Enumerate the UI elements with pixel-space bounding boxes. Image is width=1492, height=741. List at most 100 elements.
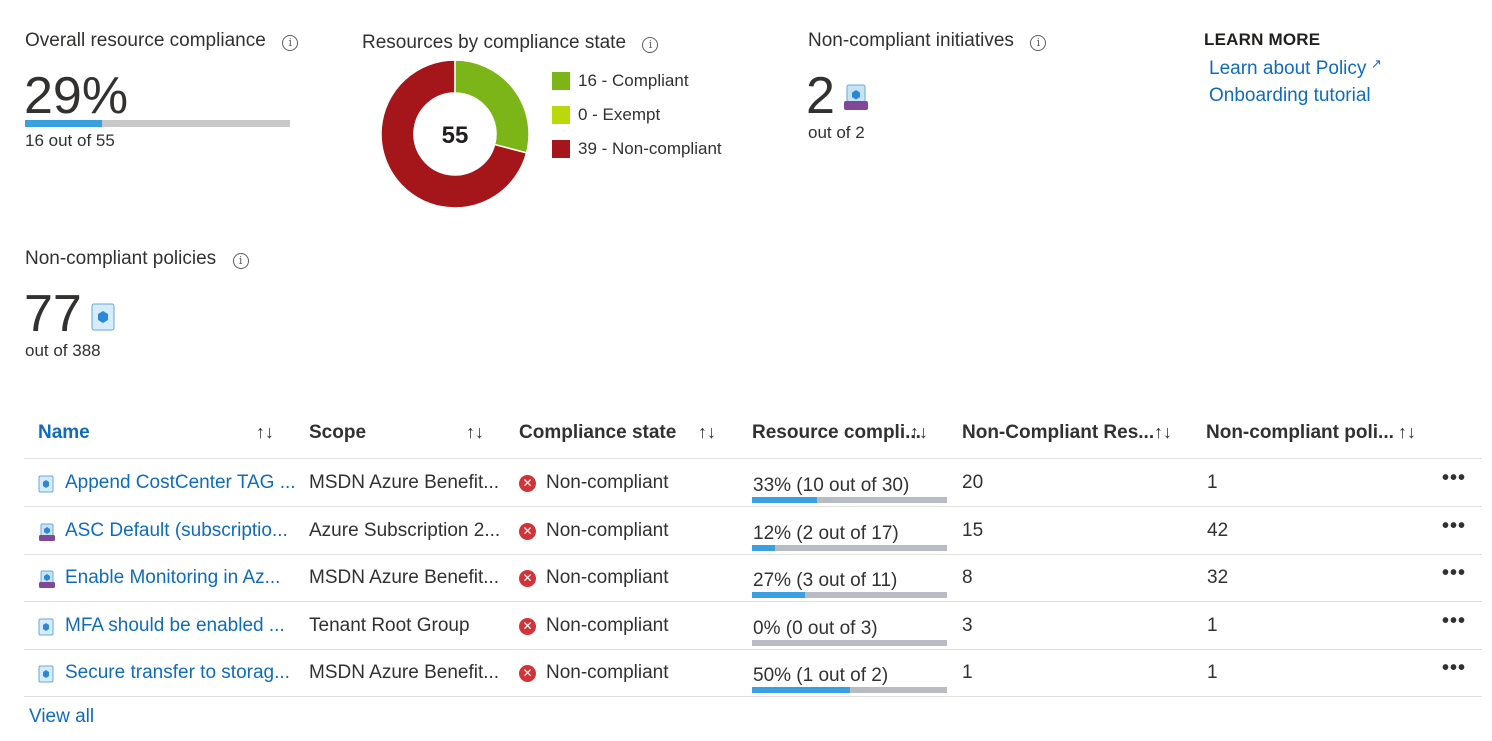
more-actions-icon[interactable]: ••• xyxy=(1442,514,1467,537)
table-row[interactable]: Append CostCenter TAG ... MSDN Azure Bene… xyxy=(24,459,1482,507)
info-icon[interactable]: i xyxy=(1030,35,1047,51)
table-row[interactable]: ASC Default (subscriptio... Azure Subscri… xyxy=(24,507,1482,555)
legend-swatch xyxy=(552,140,570,158)
row-compliance-bar xyxy=(752,639,947,646)
learn-about-policy-link[interactable]: Learn about Policy ↗ xyxy=(1209,56,1382,80)
row-compliance-bar xyxy=(752,544,947,551)
row-scope: Azure Subscription 2... xyxy=(309,519,501,541)
row-name-link[interactable]: ASC Default (subscriptio... xyxy=(65,519,288,541)
column-header-compliance-state[interactable]: Compliance state xyxy=(519,422,677,443)
legend-label: 16 - Compliant xyxy=(578,71,689,90)
view-all-link[interactable]: View all xyxy=(29,706,95,727)
info-icon[interactable]: i xyxy=(232,253,249,269)
row-name-link[interactable]: Enable Monitoring in Az... xyxy=(65,567,281,588)
row-state-label: Non-compliant xyxy=(546,567,669,588)
policies-count: 77 xyxy=(24,285,82,343)
table-row[interactable]: MFA should be enabled ... Tenant Root Gro… xyxy=(24,602,1482,650)
info-icon[interactable]: i xyxy=(282,35,299,51)
column-header-scope[interactable]: Scope xyxy=(309,422,367,443)
initiative-icon xyxy=(38,523,55,541)
overall-compliance-detail: 16 out of 55 xyxy=(25,131,115,150)
learn-more-title: LEARN MORE xyxy=(1204,30,1321,49)
donut-segment-2[interactable] xyxy=(380,59,528,209)
sort-icon[interactable]: ↑↓ xyxy=(910,422,928,442)
overall-compliance-percent: 29% xyxy=(24,67,129,125)
table-row[interactable]: Secure transfer to storag... MSDN Azure B… xyxy=(24,649,1482,697)
initiatives-count: 2 xyxy=(806,67,835,125)
row-non-compliant-policies: 1 xyxy=(1207,662,1218,683)
compliance-donut-chart: 55 xyxy=(380,59,530,209)
more-actions-icon[interactable]: ••• xyxy=(1442,562,1467,584)
policies-header: Non-compliant policies i xyxy=(25,248,249,270)
state-legend: 16 - Compliant 0 - Exempt 39 - Non-compl… xyxy=(552,71,722,159)
row-compliance-bar-fill xyxy=(752,687,850,693)
initiative-icon xyxy=(844,84,868,110)
row-name-link[interactable]: Append CostCenter TAG ... xyxy=(65,472,296,493)
column-header-non-compliant-policies[interactable]: Non-compliant poli... xyxy=(1206,422,1394,443)
more-actions-icon[interactable]: ••• xyxy=(1442,657,1467,679)
sort-icon[interactable]: ↑↓ xyxy=(466,422,484,442)
row-resource-compliance: 33% (10 out of 30) xyxy=(753,475,910,496)
sort-icon[interactable]: ↑↓ xyxy=(698,422,716,442)
overall-compliance-bar xyxy=(25,120,290,127)
row-state-label: Non-compliant xyxy=(546,519,669,541)
donut-segment-0[interactable] xyxy=(454,59,530,154)
sort-icon[interactable]: ↑↓ xyxy=(1154,422,1172,442)
policies-detail: out of 388 xyxy=(25,341,101,360)
row-scope: MSDN Azure Benefit... xyxy=(309,567,500,588)
legend-item-non-compliant[interactable]: 39 - Non-compliant xyxy=(552,139,722,159)
row-scope: MSDN Azure Benefit... xyxy=(309,662,500,683)
row-state-label: Non-compliant xyxy=(546,662,669,683)
row-non-compliant-resources: 3 xyxy=(962,614,973,636)
legend-label: 39 - Non-compliant xyxy=(578,139,722,158)
table-header: Name ↑↓ Scope ↑↓ Compliance state ↑↓ Res… xyxy=(24,410,1482,459)
learn-about-policy-label[interactable]: Learn about Policy xyxy=(1209,58,1367,79)
row-non-compliant-policies: 1 xyxy=(1207,472,1218,493)
row-scope: MSDN Azure Benefit... xyxy=(309,472,500,493)
row-compliance-state: ✕ Non-compliant xyxy=(519,472,669,494)
policy-icon xyxy=(38,618,54,636)
row-non-compliant-policies: 42 xyxy=(1207,519,1229,541)
overall-compliance-tile: Overall resource compliance i xyxy=(25,30,299,52)
row-name-link[interactable]: MFA should be enabled ... xyxy=(65,614,285,636)
external-link-icon: ↗ xyxy=(1370,56,1382,71)
row-name-link[interactable]: Secure transfer to storag... xyxy=(65,662,290,683)
donut-total: 55 xyxy=(442,122,469,149)
error-icon: ✕ xyxy=(519,570,536,587)
more-actions-icon[interactable]: ••• xyxy=(1442,467,1467,489)
table-row[interactable]: Enable Monitoring in Az... MSDN Azure Ben… xyxy=(24,554,1482,602)
more-actions-icon[interactable]: ••• xyxy=(1442,609,1467,632)
column-header-resource-compliance[interactable]: Resource compli... xyxy=(752,422,921,443)
initiative-icon xyxy=(38,570,55,588)
row-compliance-bar-fill xyxy=(752,497,817,503)
row-state-label: Non-compliant xyxy=(546,472,669,493)
legend-item-exempt[interactable]: 0 - Exempt xyxy=(552,105,722,125)
row-compliance-state: ✕ Non-compliant xyxy=(519,567,669,589)
state-chart-title: Resources by compliance state xyxy=(362,32,627,53)
policy-icon xyxy=(38,475,54,493)
row-non-compliant-resources: 15 xyxy=(962,519,984,541)
overall-compliance-title: Overall resource compliance xyxy=(25,30,266,51)
sort-icon[interactable]: ↑↓ xyxy=(256,422,274,442)
error-icon: ✕ xyxy=(519,665,536,682)
row-compliance-state: ✕ Non-compliant xyxy=(519,662,669,684)
initiatives-header: Non-compliant initiatives i xyxy=(808,30,1047,52)
row-compliance-bar xyxy=(752,592,947,598)
error-icon: ✕ xyxy=(519,522,536,540)
column-header-name[interactable]: Name xyxy=(38,422,90,443)
row-non-compliant-resources: 1 xyxy=(962,662,973,683)
onboarding-tutorial-link[interactable]: Onboarding tutorial xyxy=(1209,85,1371,106)
legend-item-compliant[interactable]: 16 - Compliant xyxy=(552,71,722,91)
legend-swatch xyxy=(552,72,570,90)
column-header-non-compliant-resources[interactable]: Non-Compliant Res... xyxy=(962,422,1155,443)
row-non-compliant-policies: 1 xyxy=(1207,614,1218,636)
info-icon[interactable]: i xyxy=(642,37,659,53)
row-compliance-state: ✕ Non-compliant xyxy=(519,615,669,637)
sort-icon[interactable]: ↑↓ xyxy=(1398,422,1416,442)
policies-title: Non-compliant policies xyxy=(25,248,217,269)
initiatives-detail: out of 2 xyxy=(808,123,865,142)
overall-compliance-bar-fill xyxy=(25,120,103,127)
row-resource-compliance: 50% (1 out of 2) xyxy=(753,665,889,686)
row-compliance-bar-fill xyxy=(752,544,775,551)
row-scope: Tenant Root Group xyxy=(309,614,470,636)
